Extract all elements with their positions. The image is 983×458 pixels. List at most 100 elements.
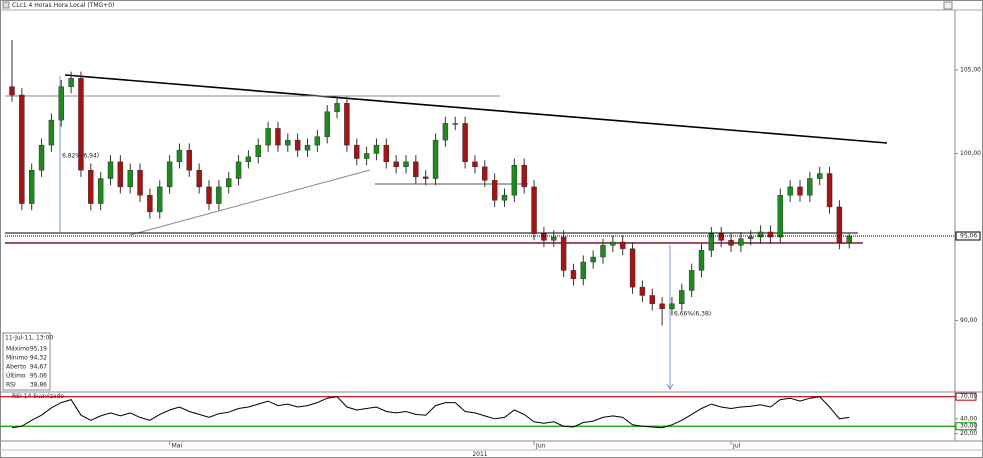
candle-body (748, 236, 754, 239)
candle-body (639, 286, 646, 296)
candle-body (442, 123, 449, 141)
candle-body (38, 144, 45, 171)
candle-body (285, 139, 291, 146)
candle-body (393, 161, 399, 168)
x-tick-label: Mai (172, 443, 183, 450)
candle-body (541, 233, 547, 241)
candle-body (738, 238, 744, 246)
candle-body (629, 248, 636, 288)
candle-body (570, 270, 577, 279)
candle-body (354, 144, 360, 159)
x-tick-label: Jul (732, 443, 741, 450)
candle-body (688, 270, 695, 291)
candle-body (334, 103, 340, 112)
candle-body (58, 86, 64, 121)
maximize-button[interactable] (943, 1, 953, 10)
candle-body (757, 231, 764, 238)
info-key: RSI (6, 382, 16, 389)
candle-body (452, 123, 458, 125)
candle-body (373, 144, 380, 154)
x-tick-label: Jun (535, 443, 546, 450)
rsi-line (11, 396, 850, 429)
trend-line (129, 169, 371, 236)
chart-title: CLc1 4 Horas Hora Local (TMG+0) (12, 2, 114, 9)
window-icon (2, 1, 10, 9)
last-price-label: 95,06 (960, 232, 977, 239)
candle-body (620, 241, 626, 249)
candle-body (9, 86, 15, 96)
candle-body (97, 178, 104, 204)
candle-body (68, 78, 74, 87)
info-date: 11-Jul-11, 13:00 (5, 335, 53, 342)
y-tick-label: 105,00 (960, 66, 981, 73)
candle-body (560, 236, 567, 271)
candle-body (403, 161, 409, 168)
candle-body (501, 195, 508, 201)
candle-body (29, 169, 35, 204)
candle-body (462, 123, 468, 163)
candle-body (590, 256, 596, 263)
candle-body (817, 173, 823, 179)
candle-body (728, 240, 734, 246)
info-value: 95,19 (30, 346, 47, 353)
candle-body (787, 186, 793, 196)
candle-body (777, 195, 783, 238)
candle-body (78, 78, 84, 171)
candle-body (176, 149, 183, 163)
candle-body (836, 206, 843, 243)
candle-body (324, 111, 330, 137)
candle-body (531, 186, 537, 234)
info-key: Último (6, 373, 26, 380)
measure-arrow (666, 383, 674, 390)
candle-body (482, 166, 488, 181)
candle-body (511, 164, 518, 196)
candle-body (383, 144, 389, 163)
candle-body (344, 103, 350, 146)
candle-body (797, 186, 803, 196)
candle-body (157, 186, 163, 213)
info-key: Aberto (6, 364, 26, 371)
level-box (955, 422, 977, 431)
info-key: Máximo (6, 346, 30, 353)
candle-body (294, 139, 301, 151)
candle-body (137, 169, 143, 196)
x-group-label: 2011 (472, 451, 487, 458)
candle-body (767, 231, 774, 238)
candle-body (649, 295, 655, 305)
info-value: 38,86 (30, 382, 47, 389)
candle-body (255, 144, 261, 158)
candle-body (521, 164, 527, 188)
candle-body (196, 169, 202, 188)
candle-body (206, 186, 212, 204)
candle-body (225, 178, 232, 188)
info-value: 94,32 (30, 355, 47, 362)
candle-body (807, 178, 813, 196)
info-value: 94,67 (30, 364, 47, 371)
y-tick-label: 90,00 (960, 317, 977, 324)
candle-body (669, 303, 675, 310)
candle-body (551, 236, 557, 241)
candle-body (117, 161, 124, 188)
candle-body (304, 144, 311, 151)
level-box (955, 392, 977, 401)
candle-body (107, 161, 114, 179)
y-tick-label: 30,00 (960, 423, 977, 430)
candle-body (245, 156, 252, 163)
candle-body (127, 169, 133, 188)
y-tick-label: 20,00 (960, 430, 977, 437)
y-tick-label: 70,00 (960, 393, 977, 400)
annotation: 6,82%(6,94) (62, 153, 99, 160)
candle-body (610, 241, 616, 246)
last-price-box (955, 231, 981, 241)
candle-body (432, 139, 439, 179)
annotation: 6,66%(6,38) (674, 311, 711, 318)
candle-body (166, 161, 173, 188)
candle-body (186, 149, 193, 171)
candle-body (275, 128, 281, 146)
candle-body (413, 161, 419, 178)
candle-body (314, 136, 321, 146)
candle-body (826, 173, 833, 208)
info-key: Mínimo (6, 355, 28, 362)
